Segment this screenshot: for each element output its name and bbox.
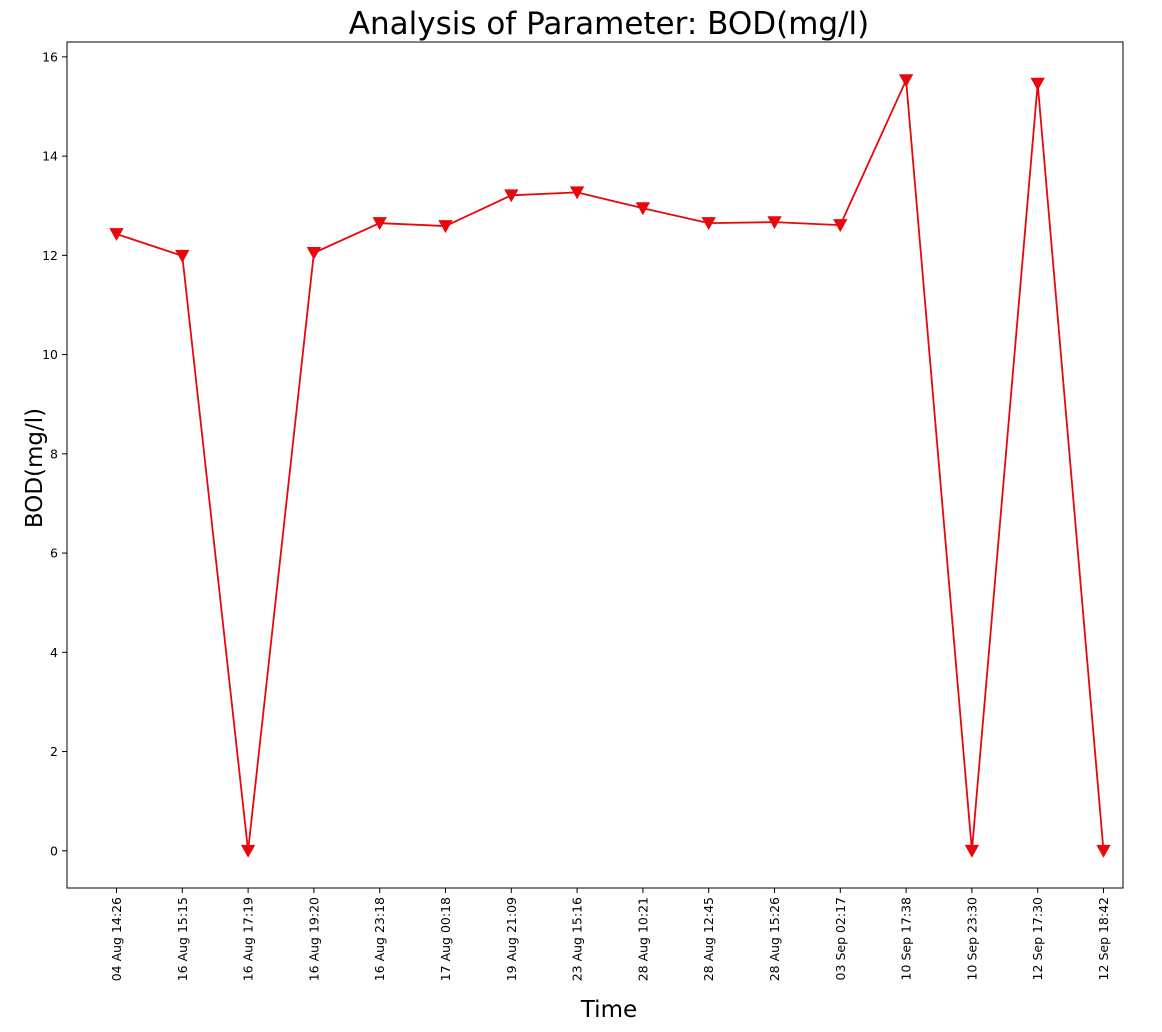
- data-point: [175, 249, 190, 263]
- data-point: [438, 220, 453, 234]
- data-point: [504, 189, 519, 203]
- x-tick-label: 17 Aug 00:18: [438, 897, 453, 981]
- data-point: [240, 844, 256, 858]
- y-tick-label: 0: [50, 843, 58, 858]
- y-axis: 0 2 4 6 8 10 12 14 16: [42, 49, 67, 858]
- x-axis: 04 Aug 14:26 16 Aug 15:15 16 Aug 17:19 16 A…: [109, 888, 1111, 981]
- data-point: [372, 217, 387, 231]
- x-tick-label: 16 Aug 23:18: [372, 897, 387, 981]
- x-tick-label: 10 Sep 17:38: [899, 897, 914, 980]
- y-tick-label: 6: [50, 546, 58, 561]
- x-tick-label: 12 Sep 18:42: [1096, 897, 1111, 980]
- y-tick-label: 16: [42, 49, 58, 64]
- x-tick-label: 19 Aug 21:09: [504, 897, 519, 981]
- x-tick-label: 04 Aug 14:26: [109, 897, 124, 981]
- x-tick-label: 16 Aug 19:20: [306, 897, 321, 981]
- x-tick-label: 16 Aug 15:15: [175, 897, 190, 981]
- x-tick-label: 10 Sep 23:30: [964, 897, 979, 980]
- x-tick-label: 28 Aug 15:26: [767, 897, 782, 981]
- x-tick-label: 16 Aug 17:19: [241, 897, 256, 981]
- data-point: [964, 844, 980, 858]
- data-point: [767, 216, 782, 230]
- data-point: [701, 217, 716, 231]
- data-point: [306, 246, 322, 260]
- x-tick-label: 23 Aug 15:16: [570, 897, 585, 981]
- plot-frame: [66, 41, 1124, 889]
- x-tick-label: 28 Aug 12:45: [701, 897, 716, 981]
- y-tick-label: 10: [42, 347, 58, 362]
- x-tick-label: 28 Aug 10:21: [635, 897, 650, 981]
- data-point: [833, 219, 848, 233]
- x-tick-label: 12 Sep 17:30: [1030, 897, 1045, 980]
- x-tick-label: 03 Sep 02:17: [833, 897, 848, 980]
- data-point: [109, 228, 124, 242]
- data-point: [898, 74, 914, 88]
- data-point: [569, 186, 585, 200]
- chart-title: Analysis of Parameter: BOD(mg/l): [349, 6, 869, 42]
- y-tick-label: 8: [50, 446, 58, 461]
- y-tick-label: 12: [42, 248, 58, 263]
- y-tick-label: 14: [42, 149, 58, 164]
- y-tick-label: 4: [50, 645, 58, 660]
- y-axis-label: BOD(mg/l): [22, 408, 48, 528]
- data-point: [635, 202, 651, 216]
- series-line: [116, 79, 1105, 852]
- data-point: [1030, 77, 1045, 91]
- plot-area: [109, 74, 1111, 858]
- x-axis-label: Time: [580, 997, 637, 1023]
- y-tick-label: 2: [50, 744, 58, 759]
- data-point: [1096, 844, 1111, 858]
